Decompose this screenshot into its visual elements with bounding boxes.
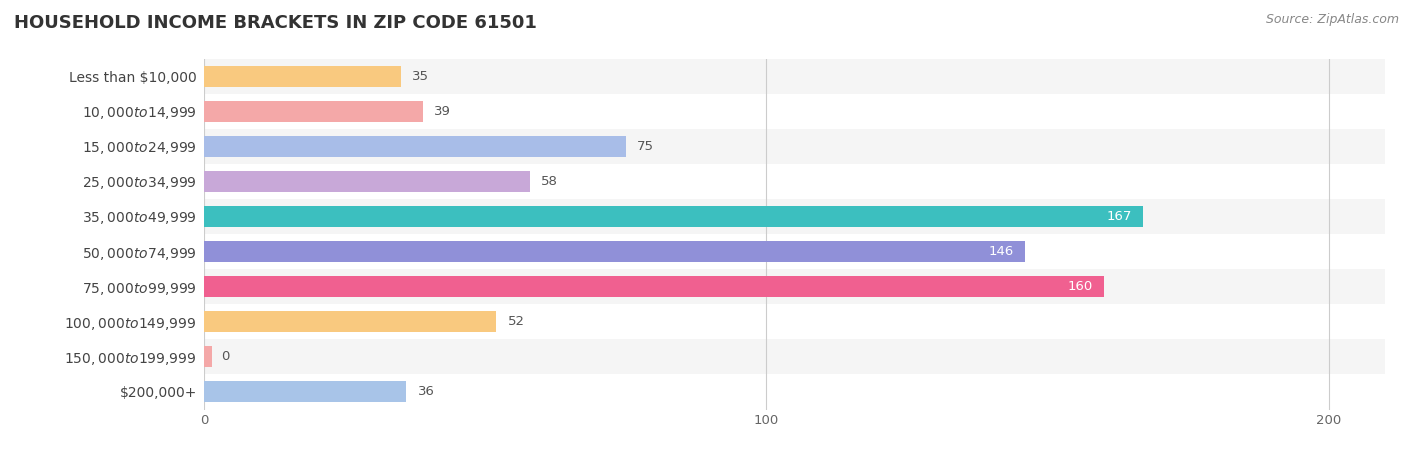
Text: 58: 58	[541, 175, 558, 188]
Bar	[204, 269, 1385, 304]
Bar	[204, 241, 1025, 262]
Bar	[204, 346, 212, 367]
Bar	[204, 66, 401, 86]
Text: 167: 167	[1107, 210, 1132, 223]
Bar	[204, 276, 1104, 297]
Bar	[204, 199, 1385, 234]
Text: 146: 146	[988, 245, 1014, 258]
Text: 0: 0	[221, 351, 229, 363]
Text: 75: 75	[637, 140, 654, 153]
Bar	[204, 234, 1385, 269]
Bar	[204, 101, 423, 122]
Bar	[204, 136, 626, 157]
Bar	[204, 58, 1385, 94]
Bar	[204, 311, 496, 332]
Bar	[204, 164, 1385, 199]
Bar	[204, 339, 1385, 374]
Bar	[204, 374, 1385, 410]
Text: HOUSEHOLD INCOME BRACKETS IN ZIP CODE 61501: HOUSEHOLD INCOME BRACKETS IN ZIP CODE 61…	[14, 14, 537, 32]
Bar	[204, 304, 1385, 339]
Text: Source: ZipAtlas.com: Source: ZipAtlas.com	[1265, 14, 1399, 27]
Bar	[204, 129, 1385, 164]
Bar	[204, 171, 530, 192]
Bar	[204, 382, 406, 402]
Text: 35: 35	[412, 70, 429, 82]
Text: 52: 52	[508, 315, 524, 328]
Text: 39: 39	[434, 105, 451, 117]
Text: 36: 36	[418, 386, 434, 398]
Text: 160: 160	[1067, 280, 1092, 293]
Bar	[204, 206, 1143, 227]
Bar	[204, 94, 1385, 129]
